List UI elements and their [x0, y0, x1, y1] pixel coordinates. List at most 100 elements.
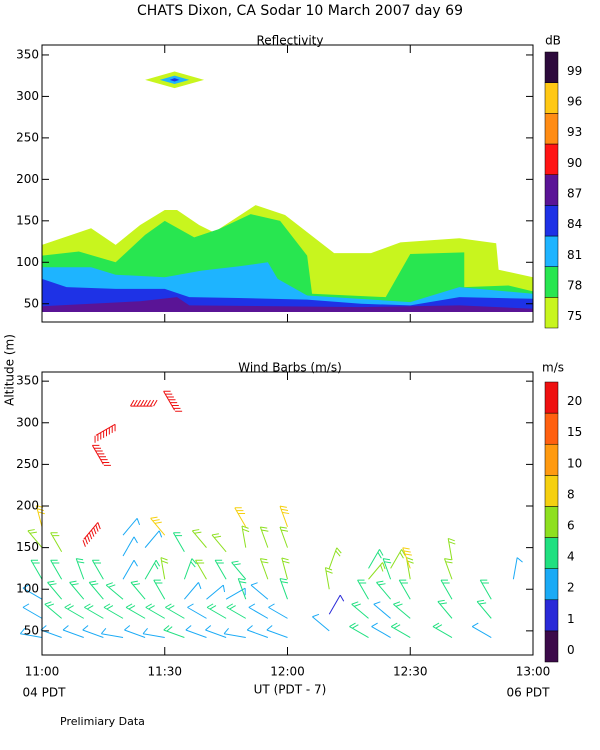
- wind-barb: [142, 628, 165, 639]
- footnote: Prelimiary Data: [60, 715, 145, 728]
- wind-barb: [357, 579, 369, 600]
- wind-barb: [82, 625, 104, 638]
- wind-barb: [398, 579, 411, 600]
- figure-title: CHATS Dixon, CA Sodar 10 March 2007 day …: [137, 3, 463, 19]
- colorbar-label: 1: [567, 612, 575, 626]
- wind-barb: [183, 558, 197, 580]
- wind-barb: [91, 559, 104, 580]
- y-tick-label: 100: [16, 582, 39, 596]
- y-tick-label: 50: [24, 296, 39, 310]
- wind-barb: [69, 580, 85, 600]
- y-tick-label: 200: [16, 499, 39, 513]
- colorbar-box: [544, 443, 559, 476]
- wind-barb: [440, 579, 453, 600]
- wind-barb: [22, 584, 43, 600]
- wind-barb: [382, 558, 392, 580]
- colorbar-title: dB: [545, 34, 561, 48]
- wind-barb: [279, 505, 290, 527]
- wind-barb: [130, 399, 158, 407]
- colorbar-box: [544, 630, 559, 663]
- wind-barb: [94, 423, 116, 443]
- wind-barb: [62, 625, 84, 638]
- y-tick-label: 300: [16, 415, 39, 429]
- wind-barb: [241, 525, 250, 548]
- wind-barb: [266, 625, 288, 638]
- wind-barb: [185, 625, 207, 638]
- wind-barb: [432, 622, 453, 638]
- x-tick-label: 12:30: [393, 665, 428, 679]
- y-axis-label: Altitude (m): [3, 334, 17, 406]
- colorbar-box: [544, 235, 559, 267]
- wind-barb: [124, 625, 146, 638]
- wind-barb: [328, 547, 342, 569]
- wind-barb: [437, 599, 453, 619]
- wind-barb: [44, 601, 62, 619]
- colorbar-box: [544, 381, 559, 414]
- colorbar-label: 81: [567, 248, 582, 262]
- colorbar-label: 6: [567, 519, 575, 533]
- x-tick-label: 11:30: [147, 665, 182, 679]
- colorbar-label: 78: [567, 279, 582, 293]
- y-tick-label: 350: [16, 47, 39, 61]
- wind-barb: [163, 390, 183, 412]
- colorbar-label: 99: [567, 64, 582, 78]
- wind-barb: [368, 562, 386, 580]
- wind-barb: [324, 567, 333, 590]
- wind-barb: [165, 603, 185, 619]
- wind-barb: [103, 603, 124, 619]
- wind-barb: [393, 601, 411, 619]
- wind-barb: [349, 622, 369, 638]
- wind-barb: [279, 578, 289, 600]
- wind-barb: [184, 582, 202, 600]
- y-tick-label: 300: [16, 89, 39, 103]
- wind-barb: [153, 579, 166, 600]
- wind-barb: [279, 526, 289, 548]
- wind-barb: [82, 522, 101, 547]
- colorbar-box: [544, 537, 559, 569]
- wind-barb: [246, 625, 269, 638]
- wind-barb: [206, 584, 226, 600]
- wind-barb: [47, 580, 63, 600]
- wind-barb: [122, 559, 138, 580]
- wind-barb: [371, 622, 391, 638]
- panel-title: Wind Barbs (m/s): [238, 361, 342, 375]
- wind-barb: [223, 628, 246, 639]
- colorbar-box: [544, 143, 559, 175]
- wind-barb: [30, 559, 43, 580]
- wind-barb: [226, 603, 247, 619]
- wind-barb: [471, 622, 492, 638]
- x-tick-label: 12:00: [270, 665, 305, 679]
- colorbar-box: [544, 113, 559, 145]
- wind-barb: [50, 559, 63, 580]
- wind-barb: [206, 603, 227, 619]
- wind-barb: [373, 601, 391, 619]
- wind-barb: [195, 559, 207, 580]
- colorbar-label: 87: [567, 187, 582, 201]
- wind-barb: [145, 603, 165, 619]
- wind-barb: [100, 628, 124, 639]
- wind-barb: [75, 558, 85, 580]
- wind-barb: [125, 603, 146, 619]
- wind-barb: [191, 529, 207, 548]
- x-end-note: 06 PDT: [507, 686, 551, 700]
- colorbar-box: [544, 475, 559, 507]
- wind-barb: [122, 517, 141, 536]
- colorbar-label: 2: [567, 581, 575, 595]
- colorbar-label: 20: [567, 394, 582, 408]
- wind-barb: [27, 529, 43, 548]
- wind-barb: [237, 578, 247, 600]
- wind-barb: [160, 557, 169, 580]
- colorbar-box: [544, 412, 559, 445]
- wind-barb: [376, 580, 391, 600]
- colorbar-box: [544, 174, 559, 206]
- y-tick-label: 50: [24, 623, 39, 637]
- wind-barb: [351, 601, 369, 619]
- y-tick-label: 150: [16, 540, 39, 554]
- colorbar-label: 96: [567, 95, 582, 109]
- wind-barb: [312, 613, 330, 632]
- colorbar-label: 93: [567, 125, 582, 139]
- wind-barb: [268, 603, 288, 619]
- colorbar-label: 84: [567, 217, 582, 231]
- colorbar-label: 4: [567, 550, 575, 564]
- wind-barb: [64, 603, 84, 619]
